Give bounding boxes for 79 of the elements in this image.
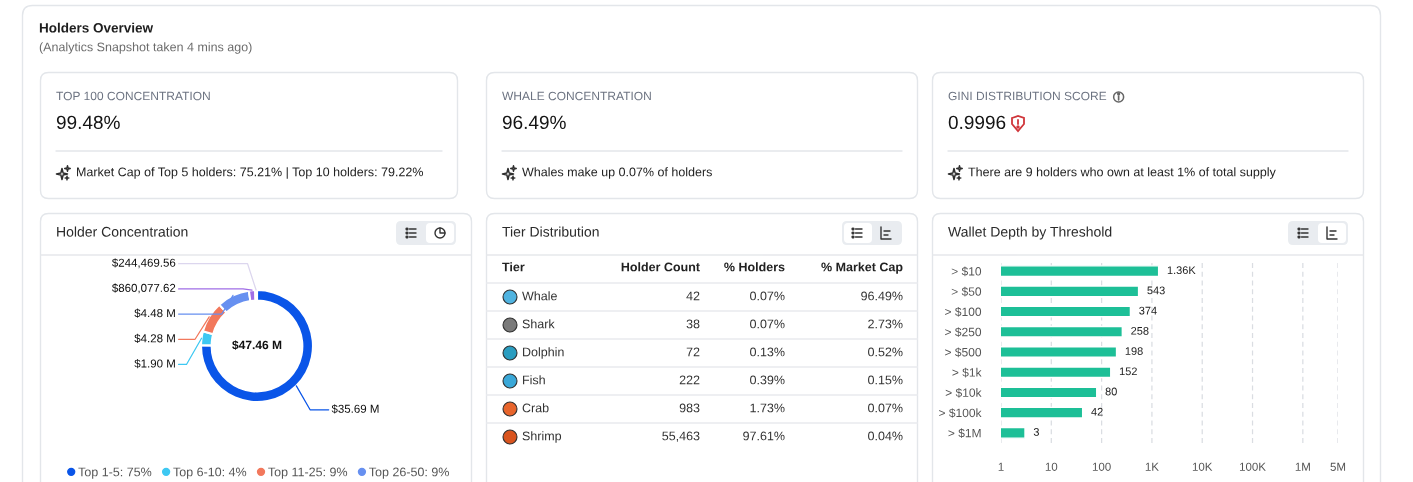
legend-label: Top 26-50: 9%	[369, 467, 449, 479]
text: % Market Cap	[821, 262, 903, 274]
data-label: 42	[1091, 407, 1103, 416]
data-label: 0.13%	[750, 347, 785, 357]
data-label: 0.07%	[868, 403, 903, 413]
data-label: $860,077.62	[111, 283, 176, 294]
data-label: 0.52%	[868, 347, 903, 357]
category-label: Shrimp	[522, 431, 562, 443]
data-label: 2.73%	[868, 319, 903, 329]
data-label: 983	[679, 403, 700, 413]
chart-title: Holder Concentration	[57, 226, 188, 237]
category-label: Shark	[522, 319, 555, 329]
data-label: $4.48 M	[134, 308, 175, 318]
data-label: 0.04%	[868, 431, 903, 441]
data-label: 0.15%	[868, 375, 903, 385]
text: % Holders	[724, 262, 785, 272]
y-tick-label: > $100	[945, 307, 982, 317]
text: 96.49%	[502, 115, 566, 130]
y-tick-label: > $10k	[945, 387, 982, 398]
x-tick-label: 1K	[1145, 462, 1159, 471]
data-label: $4.28 M	[134, 333, 175, 344]
data-label: 55,463	[662, 431, 700, 442]
data-label: 0.39%	[750, 375, 785, 385]
text: Tier	[502, 262, 525, 272]
text: There are 9 holders who own at least 1% of total supply	[968, 167, 1276, 179]
y-tick-label: > $100k	[939, 408, 982, 418]
category-label: Crab	[522, 403, 549, 413]
text: 99.48%	[56, 115, 120, 130]
data-label: 38	[686, 319, 700, 329]
x-tick-label: 1M	[1295, 462, 1310, 471]
chart-title: Wallet Depth by Threshold	[948, 226, 1112, 240]
text: Tier Distribution	[502, 226, 599, 237]
data-label: 1.36K	[1167, 266, 1196, 275]
x-tick-label: 5M	[1330, 462, 1346, 471]
y-tick-label: > $1k	[952, 367, 982, 378]
data-label: 0.07%	[750, 291, 785, 301]
y-tick-label: > $50	[951, 286, 982, 297]
x-tick-label: 100K	[1239, 462, 1266, 471]
x-tick-label: 1	[998, 462, 1004, 471]
y-tick-label: > $500	[945, 347, 982, 358]
legend-label: Top 6-10: 4%	[173, 467, 247, 479]
data-label: 72	[686, 347, 700, 357]
data-label: 198	[1125, 347, 1143, 355]
data-label: $35.69 M	[331, 404, 379, 414]
y-tick-label: > $10	[951, 266, 982, 277]
data-label: 543	[1147, 286, 1165, 295]
text: (Analytics Snapshot taken 4 mins ago)	[39, 42, 252, 54]
data-label: $244,469.56	[111, 258, 176, 269]
category-label: Fish	[523, 375, 545, 385]
text: WHALE CONCENTRATION	[502, 91, 651, 101]
text: 0.9996	[948, 115, 1006, 130]
text: TOP 100 CONCENTRATION	[56, 91, 210, 101]
data-label: 80	[1105, 387, 1117, 396]
series-label: Holder Count	[621, 262, 700, 272]
text: $47.46 M	[232, 340, 282, 350]
data-label: 222	[679, 375, 700, 385]
data-label: 97.61%	[743, 431, 785, 441]
text: Market Cap of Top 5 holders: 75.21% | Top 10 holders: 79.22%	[77, 167, 424, 179]
x-tick-label: 10	[1045, 462, 1058, 471]
category-label: Whale	[522, 291, 557, 301]
y-tick-label: > $250	[945, 327, 982, 337]
data-label: 152	[1119, 367, 1137, 376]
data-label: 374	[1139, 306, 1157, 315]
x-tick-label: 10K	[1192, 462, 1213, 471]
text: Whales make up 0.07% of holders	[522, 167, 712, 179]
category-label: Dolphin	[523, 347, 564, 359]
legend-label: Top 1-5: 75%	[78, 467, 152, 479]
text: GINI DISTRIBUTION SCORE	[948, 91, 1107, 101]
data-label: 1.73%	[750, 403, 785, 413]
x-tick-label: 100	[1092, 462, 1111, 471]
data-label: 0.07%	[750, 319, 785, 329]
data-label: 3	[1033, 428, 1039, 436]
text: Holders Overview	[39, 22, 154, 33]
data-label: 42	[686, 291, 700, 301]
data-label: 96.49%	[861, 291, 903, 301]
legend-label: Top 11-25: 9%	[268, 467, 348, 479]
data-label: $1.90 M	[134, 358, 175, 369]
data-label: 258	[1131, 326, 1149, 335]
y-tick-label: > $1M	[948, 428, 981, 439]
